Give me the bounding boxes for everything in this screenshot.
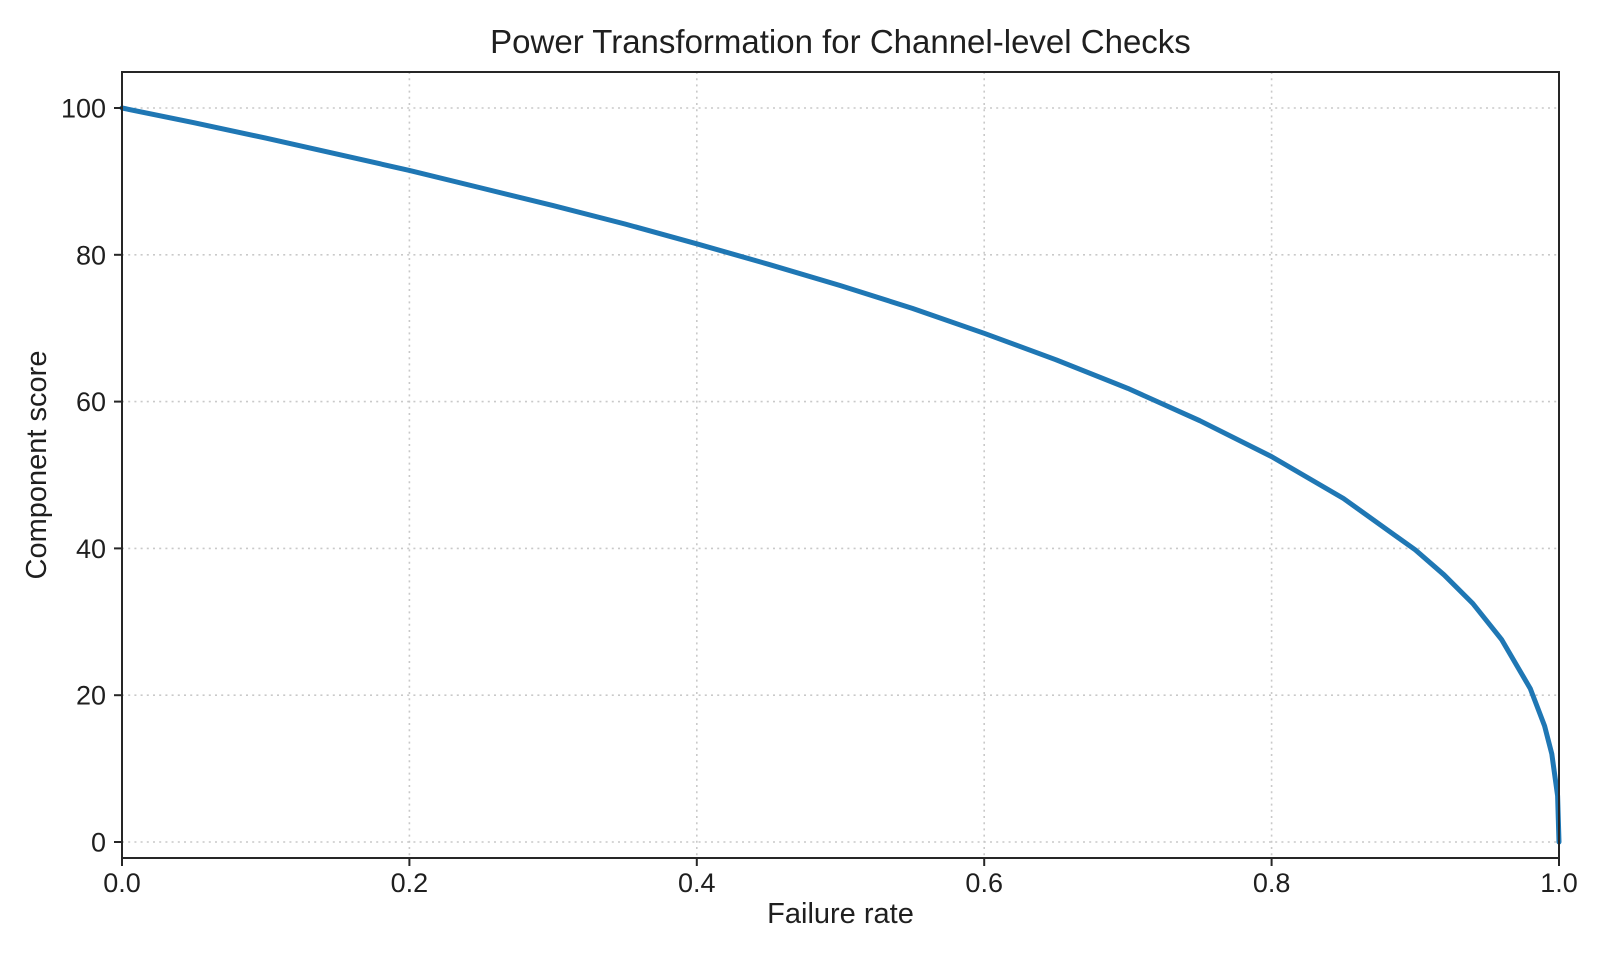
x-tick-label: 0.0: [103, 868, 141, 898]
x-tick-label: 0.2: [391, 868, 429, 898]
x-tick-label: 0.8: [1253, 868, 1291, 898]
x-tick-label: 0.6: [965, 868, 1003, 898]
y-tick-label: 60: [76, 387, 106, 417]
y-tick-label: 40: [76, 534, 106, 564]
y-tick-label: 80: [76, 240, 106, 270]
plot-border: [121, 71, 1560, 859]
x-tick-label: 1.0: [1540, 868, 1578, 898]
chart-title: Power Transformation for Channel-level C…: [490, 23, 1191, 60]
y-axis-label: Component score: [21, 350, 53, 580]
y-tick-label: 20: [76, 681, 106, 711]
x-tick-label: 0.4: [678, 868, 716, 898]
series-line-component-score-curve: [119, 105, 1562, 845]
x-axis-label: Failure rate: [767, 898, 914, 930]
y-tick-label: 100: [61, 93, 106, 123]
y-tick-label: 0: [91, 827, 106, 857]
